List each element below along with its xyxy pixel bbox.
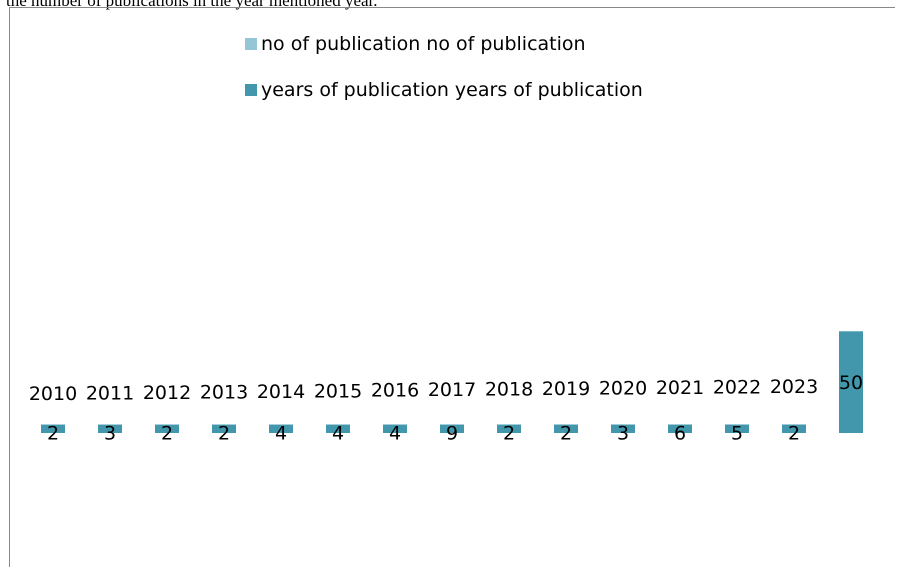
data-label-publications-10: 3 (617, 423, 629, 445)
data-label-publications-11: 6 (674, 422, 686, 444)
data-label-year-6: 2016 (371, 380, 419, 402)
data-label-publications-3: 2 (218, 423, 230, 445)
data-label-year-10: 2020 (599, 378, 647, 400)
data-label-publications-5: 4 (332, 423, 344, 445)
data-label-publications-7: 9 (446, 422, 458, 444)
data-label-publications-14: 50 (839, 372, 863, 394)
data-label-year-9: 2019 (542, 378, 590, 400)
data-label-publications-4: 4 (275, 423, 287, 445)
data-label-year-0: 2010 (29, 383, 77, 405)
data-label-year-8: 2018 (485, 379, 533, 401)
data-label-year-2: 2012 (143, 382, 191, 404)
data-label-year-3: 2013 (200, 381, 248, 403)
data-label-publications-0: 2 (47, 423, 59, 445)
data-label-publications-2: 2 (161, 423, 173, 445)
data-label-publications-12: 5 (731, 422, 743, 444)
data-label-year-4: 2014 (257, 381, 305, 403)
data-label-year-7: 2017 (428, 379, 476, 401)
data-label-year-5: 2015 (314, 380, 362, 402)
chart-plot-area: 2 2010 3 2011 2 2012 2 2013 4 2014 4 2015 4 2016 9 2017… (0, 0, 897, 546)
data-label-publications-9: 2 (560, 423, 572, 445)
data-label-year-11: 2021 (656, 377, 704, 399)
data-label-publications-8: 2 (503, 423, 515, 445)
data-label-publications-13: 2 (788, 422, 800, 444)
data-label-publications-1: 3 (104, 423, 116, 445)
data-label-year-1: 2011 (86, 382, 134, 404)
data-label-year-13: 2023 (770, 376, 818, 398)
data-label-year-12: 2022 (713, 376, 761, 398)
data-label-publications-6: 4 (389, 423, 401, 445)
